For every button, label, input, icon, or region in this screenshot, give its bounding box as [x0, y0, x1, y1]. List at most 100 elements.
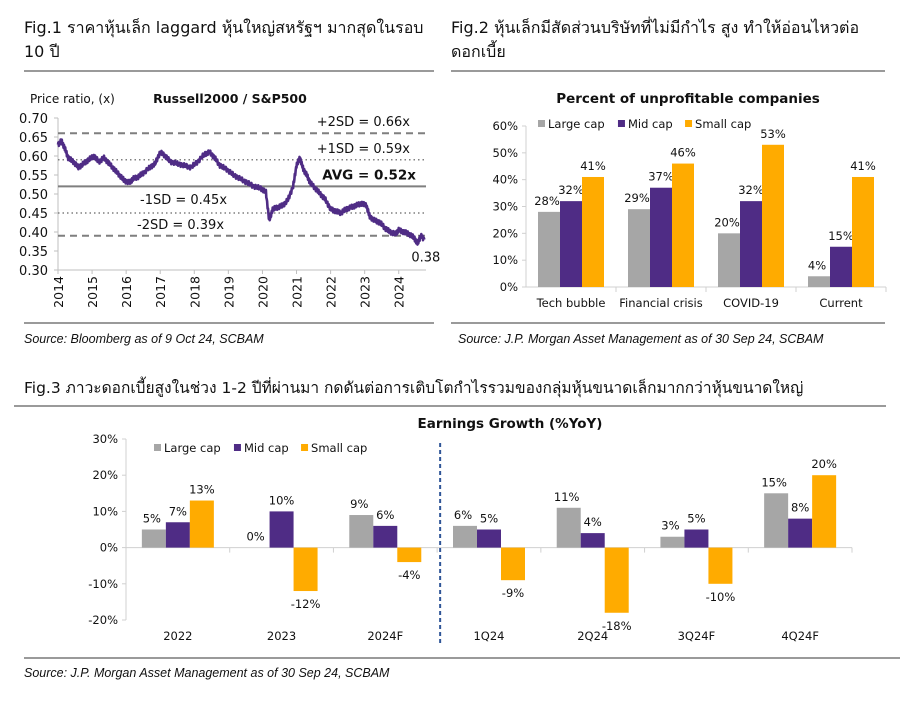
- bar-mid-cap: [560, 201, 582, 287]
- data-label: 37%: [648, 170, 674, 184]
- data-label: 0%: [246, 530, 264, 544]
- data-label: 10%: [269, 493, 295, 507]
- y-tick-label: 20%: [92, 468, 118, 482]
- data-label: 4%: [808, 258, 826, 272]
- x-tick-label: 2024F: [367, 629, 403, 643]
- y-tick-label: 0.70: [19, 112, 48, 127]
- bar-small-cap: [501, 547, 525, 581]
- fig2-source: Source: J.P. Morgan Asset Management as …: [458, 332, 824, 346]
- legend-swatch-mid-cap: [617, 120, 625, 127]
- fig3-source: Source: J.P. Morgan Asset Management as …: [24, 666, 390, 680]
- bar-large-cap: [453, 525, 477, 548]
- bar-small-cap: [672, 163, 694, 287]
- data-label: 9%: [350, 497, 368, 511]
- y-tick-label: 0.30: [19, 264, 48, 279]
- data-label: 32%: [738, 183, 764, 197]
- bar-large-cap: [718, 233, 740, 287]
- legend-swatch-large-cap: [154, 444, 161, 451]
- x-tick-label: 2015: [85, 276, 100, 308]
- fig1-title-line2: 10 ปี: [24, 42, 60, 61]
- legend-swatch-mid-cap: [233, 444, 241, 451]
- y-tick-label: 0.45: [19, 207, 48, 222]
- bar-small-cap: [189, 500, 214, 548]
- data-label: 29%: [624, 191, 650, 205]
- fig1-title: Fig.1 ราคาหุ้นเล็ก laggard หุ้นใหญ่สหรัฐ…: [24, 16, 444, 64]
- bar-mid-cap: [373, 525, 398, 548]
- bar-large-cap: [808, 276, 830, 287]
- legend-swatch-large-cap: [538, 120, 545, 127]
- x-tick-label: Financial crisis: [619, 296, 702, 310]
- y-tick-label: 0%: [500, 280, 518, 294]
- bar-mid-cap: [684, 529, 709, 548]
- bar-small-cap: [293, 547, 318, 592]
- reference-line-label: -2SD = 0.39x: [137, 218, 224, 233]
- bar-mid-cap: [788, 518, 813, 548]
- y-tick-label: 10%: [492, 253, 518, 267]
- data-label: 5%: [480, 512, 498, 526]
- data-label: 6%: [376, 508, 394, 522]
- y-tick-label: 20%: [492, 226, 518, 240]
- data-label: 15%: [761, 475, 787, 489]
- data-label: 46%: [670, 146, 696, 160]
- data-label: 28%: [534, 194, 560, 208]
- bar-large-cap: [660, 536, 685, 548]
- legend-label: Small cap: [695, 117, 751, 131]
- y-tick-label: 10%: [92, 504, 118, 518]
- reference-line-label: +1SD = 0.59x: [317, 142, 411, 157]
- bar-mid-cap: [477, 529, 501, 548]
- bar-small-cap: [397, 547, 422, 563]
- bar-mid-cap: [740, 201, 762, 287]
- chart-title: Percent of unprofitable companies: [556, 91, 820, 107]
- y-tick-label: 0.40: [19, 226, 48, 241]
- y-tick-label: -20%: [88, 613, 118, 627]
- data-label: 41%: [580, 159, 606, 173]
- legend-swatch-small-cap: [685, 120, 693, 127]
- y-tick-label: -10%: [88, 577, 118, 591]
- y-tick-label: 30%: [92, 432, 118, 446]
- x-tick-label: 2020: [255, 276, 270, 308]
- data-label: 53%: [760, 127, 786, 141]
- fig3-title-rule: [14, 405, 886, 407]
- x-tick-label: 2017: [153, 276, 168, 308]
- x-tick-label: 3Q24F: [678, 629, 716, 643]
- data-label: 15%: [828, 229, 854, 243]
- x-tick-label: 2022: [324, 276, 339, 308]
- data-label: 20%: [811, 457, 837, 471]
- y-tick-label: 50%: [492, 146, 518, 160]
- fig2-source-rule: [451, 322, 885, 324]
- data-label: 3%: [661, 519, 679, 533]
- bar-large-cap: [141, 529, 166, 548]
- bar-large-cap: [628, 209, 650, 287]
- chart-title: Russell2000 / S&P500: [153, 91, 307, 106]
- last-value-label: 0.38: [411, 251, 440, 266]
- bar-chart-unprofitable: Percent of unprofitable companies 60% 50% 4…: [492, 91, 887, 310]
- series-line-russell-sp500: [56, 138, 426, 246]
- data-label: 6%: [454, 508, 472, 522]
- bar-chart-earnings-growth: Earnings Growth (%YoY) 30% 20% 10% 0% -10% -20…: [88, 416, 853, 646]
- data-label: 5%: [143, 512, 161, 526]
- y-tick-label: 0%: [100, 541, 118, 555]
- legend-swatch-small-cap: [301, 444, 309, 451]
- x-tick-label: COVID-19: [723, 296, 779, 310]
- data-label: -18%: [602, 619, 632, 633]
- data-label: -10%: [706, 590, 736, 604]
- bar-large-cap: [349, 515, 374, 548]
- fig3-source-rule: [24, 657, 900, 659]
- data-label: -9%: [502, 586, 524, 600]
- bar-small-cap: [604, 547, 629, 613]
- y-tick-label: 60%: [492, 119, 518, 133]
- bar-large-cap: [764, 493, 789, 548]
- bar-small-cap: [708, 547, 733, 584]
- legend-label: Small cap: [311, 441, 367, 455]
- line-chart-russell-sp500: Price ratio, (x) Russell2000 / S&P500 0.70…: [19, 91, 440, 308]
- data-label: 8%: [791, 501, 809, 515]
- bar-large-cap: [556, 507, 581, 548]
- fig1-title-line1: Fig.1 ราคาหุ้นเล็ก laggard หุ้นใหญ่สหรัฐ…: [24, 18, 424, 37]
- data-label: -12%: [291, 597, 321, 611]
- reference-line-label: +2SD = 0.66x: [317, 115, 411, 130]
- x-tick-label: 4Q24F: [781, 629, 819, 643]
- y-axis-label: Price ratio, (x): [30, 92, 115, 106]
- x-tick-label: 2016: [119, 276, 134, 308]
- fig2-title-rule: [451, 70, 885, 72]
- chart-title: Earnings Growth (%YoY): [418, 416, 603, 432]
